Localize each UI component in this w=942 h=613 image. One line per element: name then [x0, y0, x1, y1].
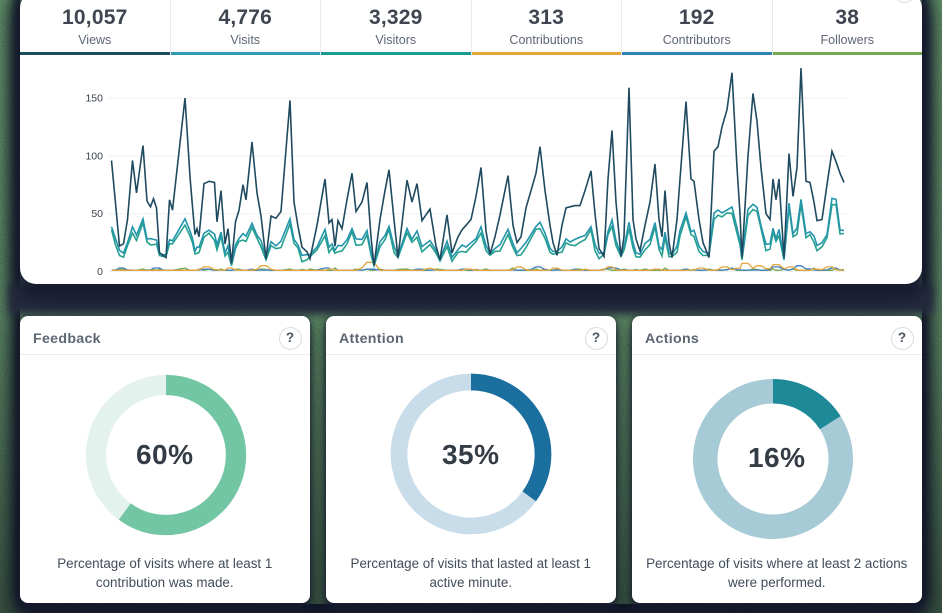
svg-text:0: 0 [97, 266, 103, 278]
svg-text:100: 100 [85, 150, 103, 162]
svg-text:50: 50 [91, 208, 103, 220]
svg-text:150: 150 [85, 93, 103, 105]
